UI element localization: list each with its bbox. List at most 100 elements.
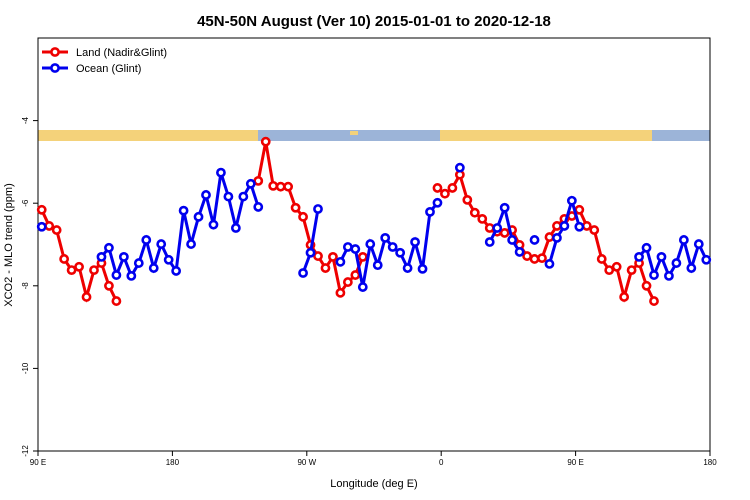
series: [36, 162, 712, 292]
x-tick-label: 180: [166, 458, 180, 467]
x-tick-label: 90 E: [567, 458, 583, 467]
data-point: [59, 254, 70, 264]
data-point: [440, 188, 450, 199]
data-point: [335, 256, 346, 267]
data-point: [104, 280, 114, 291]
legend-marker: [50, 47, 60, 57]
data-point: [693, 239, 704, 249]
plot-frame: [37, 37, 711, 452]
data-point: [641, 280, 652, 291]
data-point: [298, 211, 308, 222]
data-point: [201, 190, 211, 200]
data-point: [484, 223, 495, 233]
data-point: [604, 265, 615, 276]
x-tick-label: 90 W: [297, 458, 316, 467]
data-point: [552, 232, 562, 243]
land-ocean-strip: [38, 130, 710, 141]
y-axis-label: XCO2 - MLO trend (ppm): [3, 183, 15, 306]
y-tick-label: -12: [21, 445, 30, 457]
data-point: [66, 265, 77, 276]
data-point: [178, 205, 189, 216]
data-point: [574, 221, 585, 232]
data-point: [342, 242, 353, 252]
data-point: [342, 277, 353, 287]
data-point: [432, 197, 443, 208]
data-point: [283, 181, 294, 192]
legend-label: Ocean (Glint): [76, 63, 141, 75]
data-point: [552, 221, 562, 231]
series-line: [637, 234, 708, 280]
x-axis-label: Longitude (deg E): [330, 478, 417, 490]
data-point: [634, 251, 644, 262]
data-point: [529, 254, 540, 264]
data-point: [522, 251, 532, 261]
y-tick-label: -10: [21, 362, 30, 374]
data-point: [649, 270, 659, 280]
legend-label: Land (Nadir&Glint): [76, 47, 167, 59]
data-point: [664, 270, 674, 281]
data-point: [499, 202, 510, 213]
x-tick-label: 90 E: [30, 458, 46, 467]
data-point: [484, 237, 495, 247]
data-point: [425, 206, 435, 217]
data-point: [559, 221, 570, 231]
data-point: [350, 244, 361, 254]
data-point: [328, 251, 338, 262]
data-point: [686, 263, 697, 273]
data-point: [81, 292, 92, 302]
data-point: [193, 211, 204, 222]
x-tick-label: 0: [439, 458, 444, 467]
data-point: [171, 266, 182, 276]
data-point: [656, 251, 667, 262]
data-point: [447, 183, 458, 193]
data-point: [649, 296, 659, 306]
data-point: [462, 194, 473, 205]
series-line: [100, 172, 260, 280]
data-point: [104, 242, 114, 253]
data-point: [260, 136, 271, 147]
chart-title: 45N-50N August (Ver 10) 2015-01-01 to 20…: [197, 13, 551, 30]
data-point: [537, 253, 547, 264]
data-point: [305, 247, 316, 258]
data-point: [641, 242, 652, 253]
data-point: [245, 178, 256, 189]
data-point: [141, 235, 152, 245]
data-point: [357, 282, 368, 292]
data-point: [156, 239, 167, 249]
data-point: [186, 239, 196, 249]
y-tick-label: -6: [21, 199, 30, 207]
data-point: [111, 296, 122, 306]
data-point: [208, 219, 219, 230]
data-point: [268, 180, 279, 191]
data-point: [701, 254, 712, 265]
data-point: [432, 183, 443, 193]
data-point: [507, 235, 518, 245]
data-point: [275, 181, 286, 192]
data-point: [372, 260, 383, 271]
data-point: [365, 239, 376, 249]
data-point: [36, 204, 47, 215]
data-point: [574, 204, 585, 215]
data-point: [111, 270, 122, 280]
data-point: [253, 175, 264, 186]
data-point: [223, 191, 234, 202]
data-point: [126, 270, 137, 281]
data-point: [671, 258, 682, 268]
data-point: [290, 202, 301, 213]
data-point: [469, 207, 480, 218]
data-point: [313, 251, 323, 261]
data-point: [350, 270, 361, 280]
data-point: [230, 223, 241, 233]
data-point: [36, 221, 47, 232]
data-point: [380, 232, 391, 243]
data-point: [335, 287, 346, 298]
data-point: [51, 225, 62, 235]
data-point: [611, 261, 622, 272]
data-point: [499, 228, 510, 238]
data-point: [514, 247, 525, 257]
data-point: [395, 247, 406, 258]
data-point: [566, 195, 577, 206]
data-point: [313, 204, 323, 214]
data-point: [529, 235, 540, 245]
data-point: [74, 261, 84, 272]
